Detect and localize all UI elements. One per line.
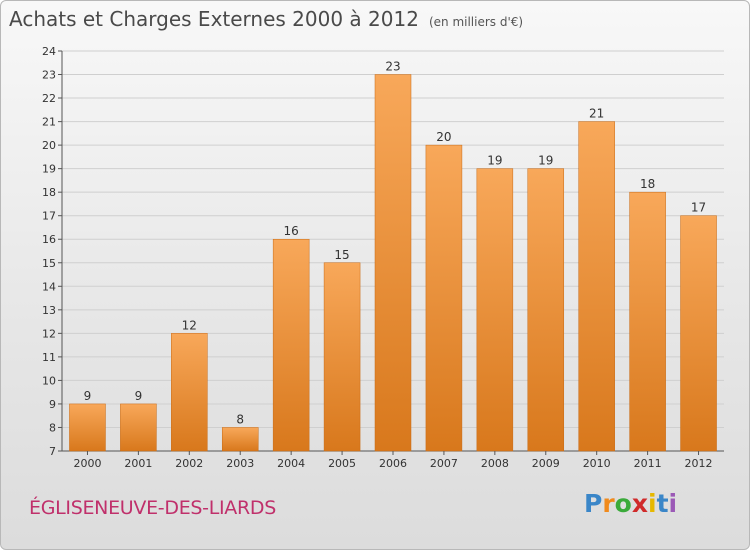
proxiti-logo: Proxiti — [584, 489, 677, 518]
x-tick-label: 2001 — [124, 457, 152, 470]
bar-value-label: 20 — [436, 130, 451, 144]
logo-letter: x — [631, 489, 648, 518]
x-tick-label: 2011 — [634, 457, 662, 470]
bar-value-label: 16 — [284, 224, 299, 238]
bar — [425, 144, 463, 452]
commune-name: ÉGLISENEUVE-DES-LIARDS — [29, 497, 276, 519]
x-tick-label: 2010 — [583, 457, 611, 470]
x-tick-label: 2009 — [532, 457, 560, 470]
bar — [221, 427, 259, 452]
y-tick-label: 21 — [42, 116, 56, 129]
bar — [629, 191, 666, 452]
logo-letter: i — [648, 489, 657, 518]
x-tick-label: 2005 — [328, 457, 356, 470]
y-tick-label: 16 — [42, 233, 56, 246]
y-tick-label: 23 — [42, 69, 56, 82]
y-tick-label: 8 — [49, 421, 56, 434]
y-tick-label: 7 — [49, 445, 56, 458]
x-tick-label: 2006 — [379, 457, 407, 470]
y-tick-label: 10 — [42, 374, 56, 387]
x-tick-label: 2000 — [73, 457, 101, 470]
y-tick-label: 13 — [42, 304, 56, 317]
bar — [374, 74, 412, 452]
y-tick-label: 20 — [42, 139, 56, 152]
logo-letter: r — [602, 489, 615, 518]
bar-value-label: 17 — [691, 201, 706, 215]
bar-value-label: 18 — [640, 177, 655, 191]
logo-letter: i — [668, 489, 678, 518]
bar — [578, 121, 615, 452]
x-tick-label: 2003 — [226, 457, 254, 470]
chart-title-text: Achats et Charges Externes 2000 à 2012 — [9, 7, 419, 31]
logo-letter: t — [656, 489, 669, 518]
chart-subtitle: (en milliers d'€) — [428, 15, 524, 29]
bar-value-label: 21 — [589, 107, 604, 121]
y-tick-label: 19 — [42, 163, 56, 176]
y-tick-label: 22 — [42, 92, 56, 105]
bar-value-label: 19 — [487, 154, 502, 168]
y-tick-label: 14 — [42, 280, 56, 293]
bar — [680, 215, 717, 452]
bar — [323, 262, 361, 452]
x-tick-label: 2008 — [481, 457, 509, 470]
x-tick-label: 2004 — [277, 457, 305, 470]
bar-value-label: 15 — [334, 248, 349, 262]
y-tick-label: 24 — [42, 45, 56, 58]
logo-letter: P — [584, 489, 603, 518]
bar — [272, 238, 310, 452]
x-tick-label: 2012 — [685, 457, 713, 470]
chart-title: Achats et Charges Externes 2000 à 2012 (e… — [9, 7, 523, 31]
y-tick-label: 15 — [42, 257, 56, 270]
bar — [527, 168, 565, 452]
y-tick-label: 11 — [42, 351, 56, 364]
bar — [120, 403, 157, 452]
y-tick-label: 12 — [42, 327, 56, 340]
bar — [171, 333, 208, 452]
bar-value-label: 19 — [538, 154, 553, 168]
bar-value-label: 9 — [135, 389, 143, 403]
y-tick-label: 17 — [42, 210, 56, 223]
x-tick-label: 2007 — [430, 457, 458, 470]
bar — [476, 168, 514, 452]
y-tick-label: 18 — [42, 186, 56, 199]
y-tick-label: 9 — [49, 398, 56, 411]
bar-value-label: 8 — [236, 412, 244, 426]
logo-letter: o — [614, 489, 632, 518]
x-tick-label: 2002 — [175, 457, 203, 470]
bar-value-label: 12 — [182, 318, 197, 332]
bar-value-label: 23 — [385, 60, 400, 74]
bar — [69, 403, 106, 452]
bar-value-label: 9 — [84, 389, 92, 403]
